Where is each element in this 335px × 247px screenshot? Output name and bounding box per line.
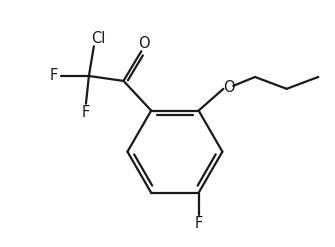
Text: F: F xyxy=(82,105,90,120)
Text: F: F xyxy=(195,216,203,231)
Text: Cl: Cl xyxy=(91,31,106,46)
Text: O: O xyxy=(138,36,150,51)
Text: O: O xyxy=(223,80,235,95)
Text: F: F xyxy=(49,68,57,83)
